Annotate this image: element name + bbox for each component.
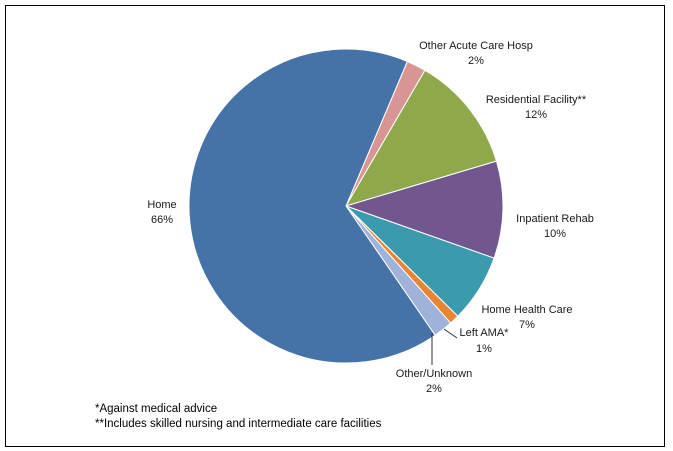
- value-other-acute-care-hosp: 2%: [468, 55, 484, 67]
- pie-slices: [189, 49, 503, 363]
- label-inpatient-rehab: Inpatient Rehab: [516, 213, 594, 225]
- label-residential-facility: Residential Facility**: [486, 94, 587, 106]
- label-other-unknown: Other/Unknown: [396, 368, 472, 380]
- leader-left-ama: [444, 329, 457, 338]
- footnotes: *Against medical advice **Includes skill…: [95, 402, 381, 432]
- value-inpatient-rehab: 10%: [544, 228, 566, 240]
- label-left-ama: Left AMA*: [460, 327, 510, 339]
- label-home-health-care: Home Health Care: [481, 304, 572, 316]
- footnote-ama: *Against medical advice: [95, 402, 381, 417]
- value-left-ama: 1%: [476, 343, 492, 355]
- value-home: 66%: [151, 214, 173, 226]
- value-home-health-care: 7%: [519, 319, 535, 331]
- value-other-unknown: 2%: [426, 383, 442, 395]
- label-other-acute-care-hosp: Other Acute Care Hosp: [419, 40, 533, 52]
- footnote-residential: **Includes skilled nursing and intermedi…: [95, 417, 381, 432]
- value-residential-facility: 12%: [525, 109, 547, 121]
- label-home: Home: [147, 199, 176, 211]
